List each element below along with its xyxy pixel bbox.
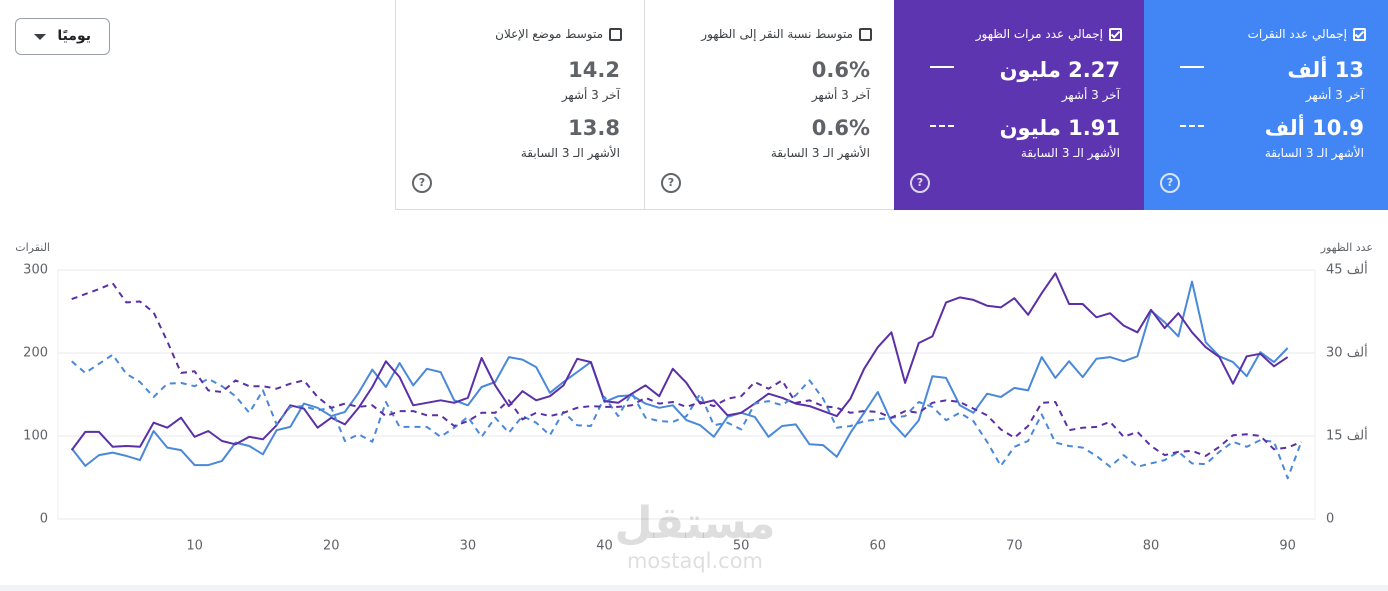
check-mark (1354, 30, 1365, 39)
previous-period-line (71, 282, 1302, 457)
card-title: إجمالي عدد النقرات (1247, 27, 1347, 41)
y2-axis-title: عدد الظهور (1320, 241, 1373, 254)
card-title: إجمالي عدد مرات الظهور (975, 27, 1103, 41)
x-tick-label: 10 (186, 539, 203, 554)
checkbox[interactable] (859, 27, 872, 41)
card-prev-value: 10.9 ألف (1264, 116, 1364, 140)
current-period-line (70, 272, 1289, 451)
dropdown-arrow (34, 34, 46, 40)
metric-card[interactable]: متوسط موضع الإعلان 14.2 آخر 3 أشهر 13.8 الأش… (395, 0, 644, 210)
card-header: إجمالي عدد النقرات (1248, 27, 1366, 41)
card-prev-value: 13.8 (568, 116, 620, 140)
card-header: إجمالي عدد مرات الظهور (976, 27, 1122, 41)
x-tick-label: 50 (733, 539, 750, 554)
y2-tick-label: 15 ألف (1326, 427, 1368, 444)
previous-indicator (1180, 125, 1204, 127)
y-tick-label: 200 (23, 346, 48, 361)
y-tick-label: 100 (23, 429, 48, 444)
card-period: آخر 3 أشهر (1305, 88, 1364, 102)
footer-band (0, 585, 1388, 591)
current-indicator (930, 66, 954, 68)
card-prev-period: الأشهر الـ 3 السابقة (1264, 146, 1364, 160)
card-value: 0.6% (811, 58, 870, 82)
period-dropdown[interactable]: يوميًا (15, 18, 110, 55)
help-icon[interactable]: ? (910, 173, 930, 193)
card-prev-period: الأشهر الـ 3 السابقة (1020, 146, 1120, 160)
metric-card[interactable]: متوسط نسبة النقر إلى الظهور 0.6% آخر 3 أشه… (644, 0, 894, 210)
plot-frame (57, 269, 1316, 520)
card-period: آخر 3 أشهر (561, 88, 620, 102)
checkbox[interactable] (1353, 27, 1366, 41)
x-tick-label: 80 (1143, 539, 1160, 554)
card-header: متوسط نسبة النقر إلى الظهور (701, 27, 872, 41)
card-period: آخر 3 أشهر (1061, 88, 1120, 102)
x-tick-label: 40 (596, 539, 613, 554)
card-value: 13 ألف (1287, 58, 1364, 82)
card-header: متوسط موضع الإعلان (495, 27, 622, 41)
y-tick-label: 0 (40, 512, 48, 527)
x-tick-label: 90 (1279, 539, 1296, 554)
previous-indicator (930, 125, 954, 127)
x-tick-label: 70 (1006, 539, 1023, 554)
card-title: متوسط نسبة النقر إلى الظهور (701, 27, 853, 41)
watermark-logo: مستقل (614, 498, 776, 549)
y2-tick-label: 45 ألف (1326, 261, 1368, 278)
dropdown-label: يوميًا (57, 28, 91, 44)
help-icon[interactable]: ? (412, 173, 432, 193)
watermark-site: mostaql.com (626, 549, 764, 573)
card-prev-period: الأشهر الـ 3 السابقة (770, 146, 870, 160)
y-axis-title: النقرات (15, 241, 50, 254)
help-icon[interactable]: ? (661, 173, 681, 193)
current-indicator (1180, 66, 1204, 68)
card-prev-value: 0.6% (811, 116, 870, 140)
card-title: متوسط موضع الإعلان (495, 27, 603, 41)
card-period: آخر 3 أشهر (811, 88, 870, 102)
metric-card[interactable]: إجمالي عدد مرات الظهور 2.27 مليون آخر 3 أش… (894, 0, 1144, 210)
previous-period-line (71, 353, 1303, 480)
y-tick-label: 300 (23, 263, 48, 278)
x-tick-label: 60 (870, 539, 887, 554)
y2-tick-label: 0 (1326, 512, 1334, 527)
metric-card[interactable]: إجمالي عدد النقرات 13 ألف آخر 3 أشهر 10.9 أ… (1144, 0, 1388, 210)
checkbox[interactable] (1109, 27, 1122, 41)
x-tick-label: 20 (323, 539, 340, 554)
help-icon[interactable]: ? (1160, 173, 1180, 193)
card-value: 14.2 (568, 58, 620, 82)
card-value: 2.27 مليون (999, 58, 1120, 82)
checkbox[interactable] (609, 27, 622, 41)
y2-tick-label: 30 ألف (1326, 344, 1368, 361)
card-prev-value: 1.91 مليون (999, 116, 1120, 140)
card-prev-period: الأشهر الـ 3 السابقة (520, 146, 620, 160)
current-period-line (70, 280, 1289, 467)
x-tick-label: 30 (460, 539, 477, 554)
watermark: مستقل mostaql.com (610, 500, 780, 574)
check-mark (1110, 30, 1121, 39)
